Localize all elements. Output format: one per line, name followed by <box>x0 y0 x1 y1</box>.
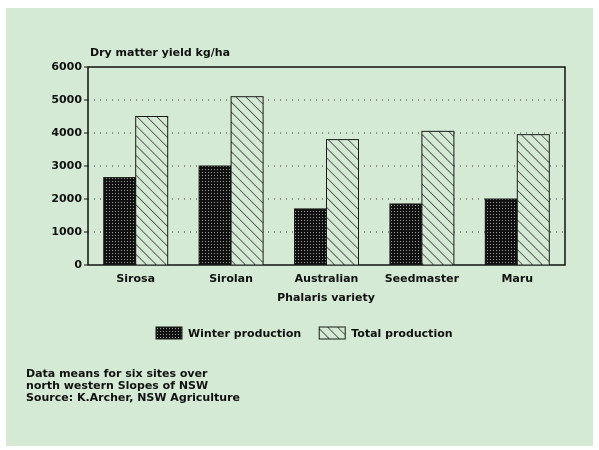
note: north western Slopes of NSW <box>26 379 208 392</box>
legend-label: Winter production <box>188 327 301 340</box>
y-tick-label: 5000 <box>51 93 82 106</box>
x-tick-label: Maru <box>501 272 533 285</box>
bar <box>484 198 518 266</box>
x-tick-label: Seedmaster <box>385 272 460 285</box>
bar <box>326 139 359 266</box>
y-tick-label: 2000 <box>51 192 82 205</box>
legend-label: Total production <box>351 327 452 340</box>
bar <box>294 208 327 266</box>
bar <box>389 203 423 266</box>
bar <box>421 130 455 266</box>
note: Source: K.Archer, NSW Agriculture <box>26 391 240 404</box>
y-tick-label: 1000 <box>51 225 82 238</box>
note: Data means for six sites over <box>26 367 208 380</box>
bar <box>103 177 137 266</box>
y-tick-label: 4000 <box>51 126 82 139</box>
y-tick-label: 3000 <box>51 159 82 172</box>
x-tick-label: Australian <box>295 272 359 285</box>
bar <box>516 134 550 266</box>
y-tick-label: 0 <box>74 258 82 271</box>
bar <box>135 116 169 266</box>
y-tick-label: 6000 <box>51 60 82 73</box>
bar <box>198 165 232 266</box>
bar <box>230 96 264 266</box>
x-axis-label: Phalaris variety <box>277 291 375 304</box>
x-tick-label: Sirolan <box>209 272 253 285</box>
legend-swatch <box>318 326 346 340</box>
x-tick-label: Sirosa <box>116 272 155 285</box>
y-axis-label: Dry matter yield kg/ha <box>90 46 230 59</box>
legend-swatch <box>155 326 183 340</box>
